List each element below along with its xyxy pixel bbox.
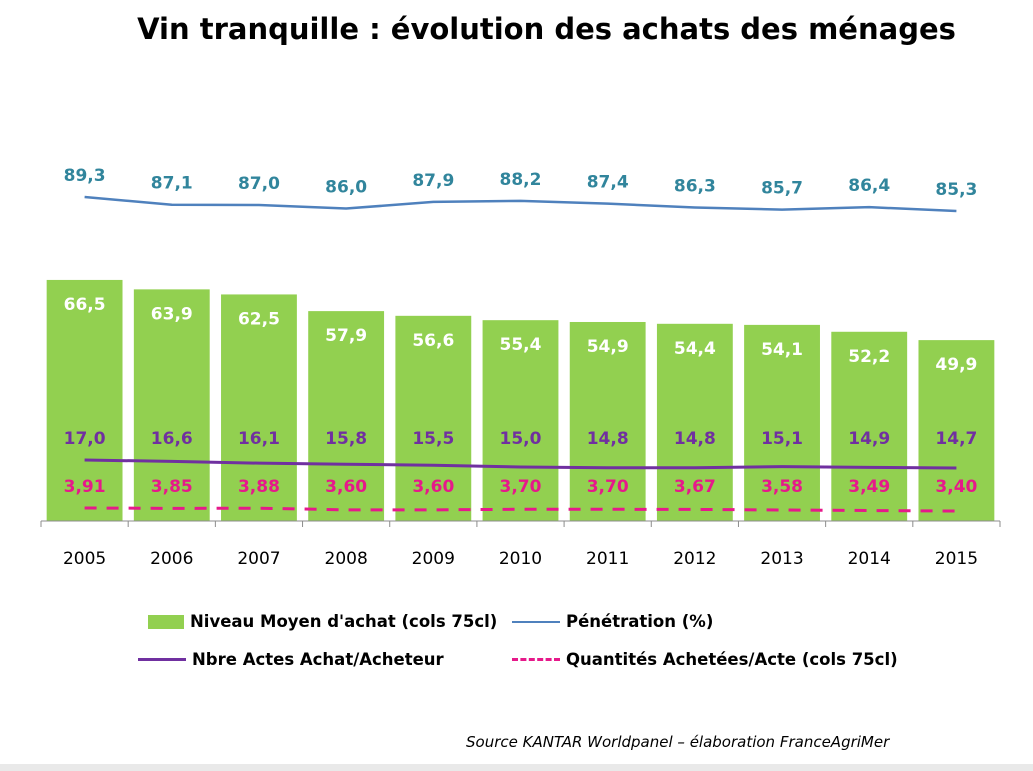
bar-2005 bbox=[46, 279, 123, 521]
penetration-label-2015: 85,3 bbox=[935, 180, 977, 200]
x-tick-label-2011: 2011 bbox=[586, 549, 629, 569]
penetration-label-2009: 87,9 bbox=[412, 171, 454, 191]
legend-swatch-actes bbox=[138, 658, 186, 661]
quantites-label-2008: 3,60 bbox=[325, 477, 367, 497]
bar-label-2005: 66,5 bbox=[64, 295, 106, 315]
actes-label-2011: 14,8 bbox=[587, 429, 629, 449]
penetration-label-2006: 87,1 bbox=[151, 174, 193, 194]
actes-label-2012: 14,8 bbox=[674, 429, 716, 449]
quantites-label-2006: 3,85 bbox=[151, 477, 193, 497]
bottom-divider bbox=[0, 764, 1033, 771]
penetration-label-2013: 85,7 bbox=[761, 179, 803, 199]
actes-label-2009: 15,5 bbox=[412, 429, 454, 449]
legend-item-actes: Nbre Actes Achat/Acheteur bbox=[138, 650, 444, 669]
penetration-label-2008: 86,0 bbox=[325, 178, 367, 198]
quantites-label-2007: 3,88 bbox=[238, 477, 280, 497]
quantites-label-2011: 3,70 bbox=[587, 477, 629, 497]
actes-label-2015: 14,7 bbox=[935, 429, 977, 449]
actes-label-2013: 15,1 bbox=[761, 429, 803, 449]
actes-line bbox=[84, 458, 957, 470]
x-tick-label-2010: 2010 bbox=[499, 549, 542, 569]
x-tick-label-2005: 2005 bbox=[63, 549, 106, 569]
bar-2012 bbox=[656, 323, 733, 521]
bar-2009 bbox=[395, 315, 472, 521]
bar-label-2013: 54,1 bbox=[761, 340, 803, 360]
penetration-label-2010: 88,2 bbox=[500, 170, 542, 190]
penetration-label-2011: 87,4 bbox=[587, 173, 629, 193]
chart-canvas: 66,5 63,9 62,5 57,9 56,6 55,4 54,9 54,4 54,1 52,2… bbox=[40, 166, 1001, 569]
legend-item-niveau: Niveau Moyen d'achat (cols 75cl) bbox=[148, 612, 497, 631]
x-tick-label-2006: 2006 bbox=[150, 549, 193, 569]
x-tick-label-2015: 2015 bbox=[935, 549, 978, 569]
x-tick-label-2013: 2013 bbox=[760, 549, 803, 569]
bar-2014 bbox=[831, 331, 908, 521]
quantites-label-2005: 3,91 bbox=[64, 477, 106, 497]
bar-label-2014: 52,2 bbox=[848, 347, 890, 367]
bar-2010 bbox=[482, 320, 559, 521]
chart-title: Vin tranquille : évolution des achats de… bbox=[137, 12, 956, 46]
legend-swatch-quantites bbox=[512, 658, 560, 661]
legend-swatch-penetration bbox=[512, 620, 560, 623]
bar-2007 bbox=[221, 294, 297, 521]
legend-label-actes: Nbre Actes Achat/Acheteur bbox=[192, 650, 444, 669]
penetration-label-2012: 86,3 bbox=[674, 177, 716, 197]
source-note: Source KANTAR Worldpanel – élaboration F… bbox=[466, 733, 890, 751]
bar-label-2008: 57,9 bbox=[325, 326, 367, 346]
penetration-label-2014: 86,4 bbox=[848, 176, 890, 196]
legend-label-niveau: Niveau Moyen d'achat (cols 75cl) bbox=[190, 612, 498, 631]
actes-label-2006: 16,6 bbox=[151, 429, 193, 449]
bar-2015 bbox=[918, 340, 995, 521]
quantites-label-2012: 3,67 bbox=[674, 477, 716, 497]
bar-2013 bbox=[744, 324, 820, 521]
penetration-label-2005: 89,3 bbox=[64, 166, 106, 186]
bar-2008 bbox=[308, 311, 385, 521]
actes-label-2008: 15,8 bbox=[325, 429, 367, 449]
legend-item-penetration: Pénétration (%) bbox=[512, 612, 713, 631]
quantites-label-2010: 3,70 bbox=[500, 477, 542, 497]
actes-label-2014: 14,9 bbox=[848, 429, 890, 449]
bar-label-2007: 62,5 bbox=[238, 309, 280, 329]
x-tick-label-2008: 2008 bbox=[325, 549, 368, 569]
bar-label-2010: 55,4 bbox=[500, 335, 542, 355]
legend-swatch-bar bbox=[148, 614, 184, 629]
quantites-label-2013: 3,58 bbox=[761, 477, 803, 497]
quantites-label-2014: 3,49 bbox=[848, 477, 890, 497]
quantites-line bbox=[84, 506, 957, 513]
x-tick-label-2012: 2012 bbox=[673, 549, 716, 569]
legend-label-quantites: Quantités Achetées/Acte (cols 75cl) bbox=[566, 650, 898, 669]
x-tick-label-2014: 2014 bbox=[848, 549, 891, 569]
quantites-label-2009: 3,60 bbox=[412, 477, 454, 497]
penetration-line bbox=[84, 195, 957, 213]
penetration-label-2007: 87,0 bbox=[238, 174, 280, 194]
x-tick-label-2009: 2009 bbox=[412, 549, 455, 569]
actes-label-2005: 17,0 bbox=[64, 429, 106, 449]
actes-label-2007: 16,1 bbox=[238, 429, 280, 449]
bar-label-2011: 54,9 bbox=[587, 337, 629, 357]
bar-2006 bbox=[133, 289, 210, 521]
bar-label-2009: 56,6 bbox=[412, 331, 454, 351]
actes-label-2010: 15,0 bbox=[500, 429, 542, 449]
bar-2011 bbox=[569, 321, 646, 521]
legend-label-penetration: Pénétration (%) bbox=[566, 612, 714, 631]
x-tick-label-2007: 2007 bbox=[237, 549, 280, 569]
legend-item-quantites: Quantités Achetées/Acte (cols 75cl) bbox=[512, 650, 898, 669]
bar-label-2012: 54,4 bbox=[674, 339, 716, 359]
quantites-label-2015: 3,40 bbox=[935, 477, 977, 497]
bar-label-2015: 49,9 bbox=[935, 355, 977, 375]
bar-label-2006: 63,9 bbox=[151, 304, 193, 324]
